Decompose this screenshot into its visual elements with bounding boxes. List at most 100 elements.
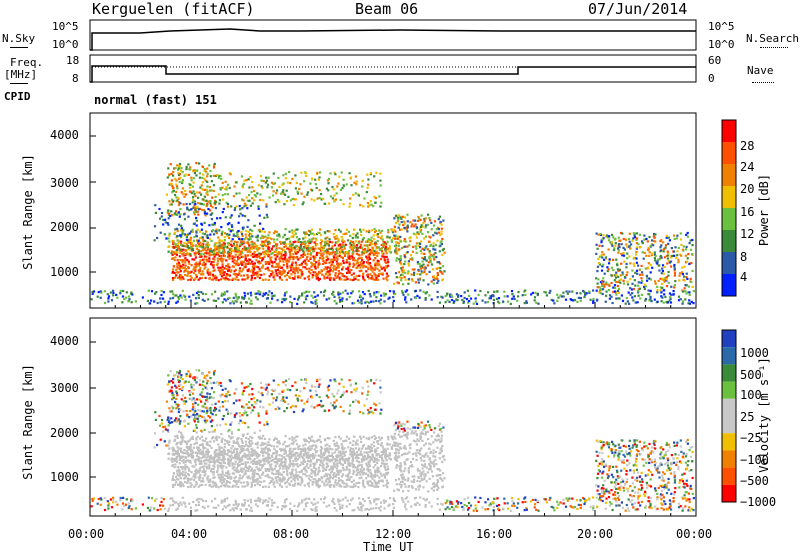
power-cell	[468, 294, 471, 298]
power-cell	[214, 246, 217, 249]
velocity-cell	[205, 437, 208, 440]
power-cell	[325, 271, 328, 274]
power-cell	[227, 243, 230, 246]
velocity-cell	[249, 469, 252, 472]
power-cell	[192, 278, 196, 282]
velocity-ytick-1000: 1000	[50, 470, 79, 484]
xtick-0400: 04:00	[171, 527, 208, 541]
power-cell	[420, 224, 423, 227]
power-cell	[208, 260, 211, 263]
velocity-cell	[330, 467, 333, 470]
power-cell	[685, 292, 688, 295]
power-cell	[199, 186, 202, 189]
power-cell	[251, 186, 254, 189]
power-cell	[333, 300, 336, 303]
power-cell	[686, 257, 689, 260]
power-cell	[637, 294, 640, 297]
power-cell	[413, 268, 416, 271]
velocity-cell	[345, 482, 348, 486]
power-cell	[403, 222, 406, 225]
power-cell	[355, 262, 358, 265]
power-cell	[292, 234, 295, 237]
power-cell	[301, 248, 304, 251]
velocity-cell	[296, 462, 299, 466]
power-cell	[358, 270, 361, 273]
power-cell	[401, 273, 404, 276]
velocity-cell	[202, 460, 205, 463]
power-cell	[311, 232, 315, 235]
power-cell	[349, 197, 352, 200]
power-cell	[606, 234, 609, 237]
velocity-cell	[197, 448, 200, 451]
power-cell	[174, 250, 177, 253]
velocity-cell	[212, 470, 216, 474]
power-cell	[648, 251, 651, 254]
power-cell	[323, 290, 326, 293]
power-cell	[374, 274, 377, 277]
power-cell	[284, 172, 288, 175]
power-cell	[334, 272, 337, 275]
power-cell	[183, 242, 186, 245]
power-cell	[249, 259, 252, 262]
power-cell	[256, 261, 259, 264]
velocity-cell	[187, 479, 190, 482]
power-cell	[317, 251, 321, 254]
power-cell	[369, 264, 372, 267]
power-cell	[392, 290, 395, 293]
power-cell	[297, 240, 300, 244]
power-cell	[235, 273, 238, 276]
power-cell	[172, 170, 175, 174]
velocity-cell	[247, 449, 250, 452]
power-cell	[688, 242, 691, 245]
power-cell	[337, 238, 340, 241]
power-cell	[210, 261, 213, 264]
power-cell	[484, 301, 487, 304]
velocity-cell	[378, 476, 381, 479]
power-cell	[370, 203, 373, 206]
velocity-cell	[359, 450, 363, 453]
power-cell	[282, 253, 285, 257]
power-cell	[246, 275, 250, 278]
power-cell	[673, 269, 676, 272]
power-cell	[399, 257, 403, 260]
velocity-cell	[199, 473, 202, 477]
power-cell	[179, 270, 182, 273]
power-cell	[92, 290, 96, 293]
velocity-cell	[322, 469, 325, 472]
power-cell	[237, 273, 240, 276]
velocity-cell	[208, 464, 211, 467]
power-cell	[635, 257, 638, 260]
power-cell	[348, 265, 351, 268]
power-cell	[340, 278, 343, 281]
velocity-cell	[273, 452, 276, 455]
power-cell	[644, 297, 648, 301]
power-cell	[206, 172, 209, 175]
power-cell	[384, 293, 387, 296]
power-cell	[272, 182, 275, 185]
nsearch-legend-line	[760, 47, 788, 48]
power-cell	[224, 276, 227, 279]
power-cell	[387, 228, 390, 232]
velocity-cell	[231, 436, 234, 439]
power-cell	[292, 270, 295, 274]
power-cell	[360, 295, 363, 298]
power-cell	[428, 240, 431, 243]
velocity-cell	[387, 481, 390, 484]
power-cell	[296, 298, 300, 301]
power-cell	[249, 262, 252, 265]
power-cell	[336, 185, 339, 188]
velocity-cell	[204, 453, 207, 456]
power-cell	[375, 252, 378, 255]
power-cell	[128, 298, 131, 301]
power-cell	[380, 258, 383, 261]
power-cell	[685, 284, 688, 287]
power-cell	[373, 272, 376, 275]
velocity-cell	[228, 473, 231, 476]
power-cell	[423, 220, 426, 223]
power-cell	[326, 230, 329, 233]
power-cell	[187, 260, 190, 263]
power-cell	[364, 247, 367, 251]
power-cell	[403, 220, 406, 223]
power-cell	[332, 290, 335, 293]
velocity-cell	[340, 469, 343, 472]
